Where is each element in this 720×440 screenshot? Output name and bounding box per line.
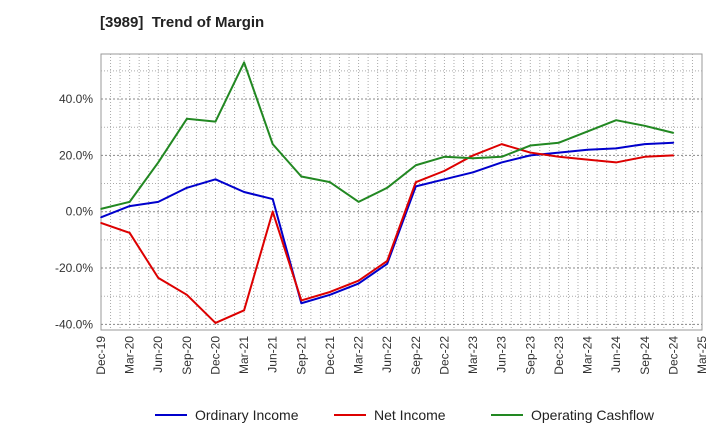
- data-point: [243, 309, 245, 312]
- data-point: [443, 178, 446, 181]
- x-tick-label: Jun-23: [495, 336, 509, 373]
- data-point: [500, 161, 503, 164]
- data-point: [558, 151, 560, 154]
- data-point: [186, 186, 188, 189]
- x-tick-label: Dec-23: [552, 336, 566, 375]
- data-point: [186, 117, 188, 120]
- x-tick-label: Mar-20: [123, 336, 137, 374]
- data-point: [271, 143, 274, 145]
- data-point: [586, 130, 589, 133]
- data-point: [643, 155, 646, 158]
- x-tick-label: Mar-22: [352, 336, 366, 374]
- grid: [101, 54, 702, 330]
- data-point: [214, 322, 217, 324]
- data-point: [558, 141, 560, 144]
- chart-title: [3989] Trend of Margin: [100, 14, 265, 31]
- data-point: [643, 125, 646, 127]
- data-point: [128, 201, 131, 203]
- x-tick-label: Dec-21: [323, 336, 337, 375]
- data-point: [615, 147, 617, 150]
- data-point: [529, 151, 532, 154]
- x-tick-label: Mar-21: [237, 336, 251, 374]
- x-tick-label: Dec-19: [94, 336, 108, 375]
- data-point: [415, 164, 417, 167]
- data-point: [472, 157, 474, 160]
- legend: Ordinary Income Net Income Operating Cashf…: [155, 407, 655, 423]
- data-point: [100, 216, 102, 219]
- x-tick-label: Dec-22: [437, 336, 451, 375]
- data-point: [157, 277, 160, 279]
- data-point: [615, 119, 617, 121]
- data-point: [300, 302, 303, 305]
- data-point: [443, 155, 446, 158]
- data-point: [472, 171, 474, 174]
- data-point: [128, 232, 131, 234]
- x-tick-label: Sep-24: [638, 336, 652, 375]
- data-point: [157, 161, 160, 164]
- data-point: [386, 186, 388, 189]
- data-point: [329, 293, 331, 296]
- data-point: [386, 260, 388, 262]
- series-lines: [100, 61, 675, 324]
- axes: -40.0% -20.0% 0.0% 20.0% 40.0% Dec-19 Mar-20 Ju…: [55, 92, 709, 375]
- data-point: [100, 222, 102, 224]
- data-point: [100, 208, 102, 210]
- data-point: [214, 178, 217, 181]
- data-point: [672, 132, 675, 134]
- data-point: [672, 141, 675, 144]
- data-point: [529, 154, 532, 157]
- data-point: [586, 148, 589, 151]
- legend-label: Operating Cashflow: [531, 407, 655, 423]
- x-tick-label: Mar-25: [695, 336, 709, 374]
- y-tick-label: 0.0%: [66, 205, 94, 219]
- x-tick-label: Sep-23: [523, 336, 537, 375]
- x-tick-label: Sep-21: [294, 336, 308, 375]
- x-tick-label: Jun-24: [609, 336, 623, 373]
- x-tick-label: Sep-20: [180, 336, 194, 375]
- y-tick-label: 20.0%: [59, 148, 93, 162]
- x-tick-label: Jun-22: [380, 336, 394, 373]
- y-tick-label: 40.0%: [59, 92, 93, 106]
- data-point: [357, 279, 360, 282]
- y-tick-label: -40.0%: [55, 317, 93, 331]
- data-point: [186, 293, 188, 296]
- data-point: [329, 181, 331, 183]
- data-point: [643, 143, 646, 145]
- data-point: [443, 170, 446, 172]
- data-point: [415, 181, 417, 183]
- data-point: [615, 161, 617, 164]
- data-point: [329, 291, 331, 293]
- data-point: [300, 299, 303, 302]
- x-tick-label: Jun-20: [151, 336, 165, 373]
- legend-label: Net Income: [374, 407, 446, 423]
- data-point: [500, 143, 503, 145]
- x-tick-label: Mar-24: [581, 336, 595, 374]
- data-point: [271, 210, 274, 213]
- data-point: [500, 155, 503, 158]
- x-tick-label: Sep-22: [409, 336, 423, 375]
- data-point: [386, 263, 388, 265]
- x-tick-label: Mar-23: [466, 336, 480, 374]
- x-tick-label: Dec-24: [666, 336, 680, 375]
- data-point: [357, 282, 360, 285]
- data-point: [472, 154, 474, 157]
- data-point: [672, 154, 675, 157]
- data-point: [243, 61, 245, 64]
- legend-label: Ordinary Income: [195, 407, 299, 423]
- data-point: [271, 198, 274, 200]
- data-point: [558, 155, 560, 158]
- data-point: [357, 201, 360, 203]
- data-point: [214, 120, 217, 123]
- data-point: [586, 158, 589, 161]
- data-point: [128, 205, 131, 207]
- y-tick-label: -20.0%: [55, 261, 93, 275]
- plot-area: [100, 53, 703, 331]
- data-point: [157, 201, 160, 203]
- x-tick-label: Jun-21: [266, 336, 280, 373]
- data-point: [300, 175, 303, 178]
- x-tick-label: Dec-20: [208, 336, 222, 375]
- data-point: [529, 144, 532, 147]
- data-point: [243, 191, 245, 193]
